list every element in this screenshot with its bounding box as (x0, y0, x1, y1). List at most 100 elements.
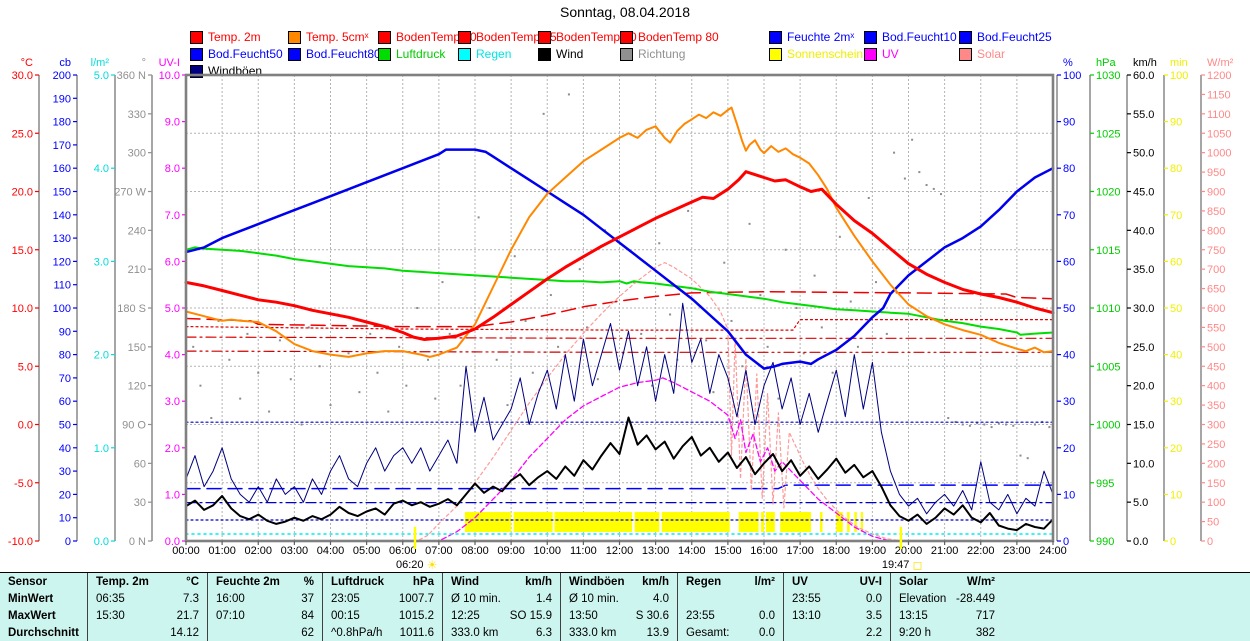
axis-tick-label: -5.0 (14, 478, 33, 490)
cell-luftdruck: 23:05 1007.7 (322, 590, 442, 607)
series-temp-2m (184, 170, 1055, 341)
axis-tick-label: 20.0 (1133, 381, 1154, 393)
axis-tick-label: 30.0 (1133, 303, 1154, 315)
axis-tick-label: 60 (1170, 256, 1182, 268)
x-tick-label: 09:00 (497, 545, 525, 557)
grid (186, 75, 1053, 541)
axes: °C30.025.020.015.010.05.00.0-5.0-10.0cb2… (8, 57, 1234, 548)
cell-wind: 333.0 km 6.3 (442, 624, 560, 641)
legend-item-bodentemp-10: BodenTemp 10 (378, 30, 477, 44)
axis-tick-label: 0 (1170, 536, 1176, 548)
cell-wind: 12:25 SO 15.9 (442, 607, 560, 624)
cell-uv: UV UV-I (783, 573, 890, 590)
cell-value: 2.2 (866, 626, 882, 639)
cell-value: hPa (412, 575, 434, 588)
series-temp-5cm (185, 106, 1054, 358)
cell-time: Ø 10 min. (569, 592, 619, 605)
legend-label: BodenTemp 25 (476, 30, 557, 44)
legend-label: Richtung (638, 47, 686, 61)
cell-value: SO 15.9 (509, 609, 552, 622)
axis-tick-label: 450 (1207, 361, 1225, 373)
series-solar (185, 262, 1054, 542)
cell-value: km/h (525, 575, 552, 588)
cell-luftdruck: ^0.8hPa/h 1011.6 (322, 624, 442, 641)
axis-tick-label: 20.0 (12, 187, 33, 199)
cell-time: Wind (451, 575, 479, 588)
legend-swatch-temp-5cm-icon (288, 30, 301, 44)
cell-time: 12:25 (451, 609, 480, 622)
axis-tick-label: 330 (128, 109, 146, 121)
axis-tick-label: 50 (1063, 303, 1075, 315)
legend-label: BodenTemp 50 (556, 30, 637, 44)
axis-tick-label: 10.0 (159, 70, 180, 82)
cell-value: UV-I (859, 575, 882, 588)
axis-tick-label: 850 (1207, 206, 1225, 218)
axis-tick-label: 60 (59, 396, 71, 408)
series-richtung (192, 93, 1051, 460)
axis-tick-label: 5.0 (18, 361, 33, 373)
axis-tick-label: 0.0 (1133, 536, 1148, 548)
axis-tick-label: 40.0 (1133, 225, 1154, 237)
cell-time: 07:10 (216, 609, 245, 622)
cell-windb-en: Ø 10 min. 4.0 (560, 590, 677, 607)
axis-tick-label: 400 (1207, 381, 1225, 393)
sunset-tick (899, 527, 903, 549)
legend-label: Luftdruck (396, 47, 446, 61)
axis-tick-label: 1000 (1207, 148, 1231, 160)
legend-swatch-bod-feucht50-icon (190, 47, 203, 61)
axis-header-pct: % (1063, 57, 1073, 69)
axis-header-uv: UV-I (159, 57, 180, 69)
cell-feuchte-2m: 07:10 84 (207, 607, 322, 624)
legend-item-bod-feucht80: Bod.Feucht80 (288, 47, 381, 61)
axis-tick-label: 995 (1096, 478, 1114, 490)
legend-label: Feuchte 2mˣ (787, 30, 855, 44)
axis-tick-label: 200 (1207, 458, 1225, 470)
x-tick-label: 12:00 (606, 545, 634, 557)
cell-value: 13.9 (646, 626, 669, 639)
cell-solar: Solar W/m² (890, 573, 1250, 590)
axis-tick-label: 110 (53, 280, 71, 292)
legend-label: Bod.Feucht10 (882, 30, 957, 44)
table-row-sensor: Sensor Temp. 2m °C Feuchte 2m% Luftdruck hPa W… (0, 573, 1250, 590)
cell-luftdruck: Luftdruck hPa (322, 573, 442, 590)
axis-tick-label: 1050 (1207, 128, 1231, 140)
cell-time: Feuchte 2m (216, 575, 280, 588)
axis-tick-label: 190 (53, 93, 71, 105)
cell-value: W/m² (966, 575, 995, 588)
axis-tick-label: 240 (128, 225, 146, 237)
axis-tick-label: 4.0 (165, 350, 180, 362)
cell-time: 23:05 (331, 592, 360, 605)
x-tick-label: 18:00 (822, 545, 850, 557)
cell-value: 7.3 (183, 592, 199, 605)
axis-tick-label: 20 (59, 489, 71, 501)
cell-uv: 2.2 (783, 624, 890, 641)
axis-tick-label: 750 (1207, 245, 1225, 257)
axis-tick-label: 10 (1170, 489, 1182, 501)
axis-tick-label: 1.0 (94, 443, 109, 455)
x-tick-label: 16:00 (750, 545, 778, 557)
sunrise-tick (413, 527, 417, 549)
legend-item-sonnenschein: Sonnenschein (769, 47, 863, 61)
axis-tick-label: 25.0 (12, 128, 33, 140)
legend-item-wind: Wind (538, 47, 583, 61)
axis-tick-label: 0 (1063, 536, 1069, 548)
cell-value: 14.12 (170, 626, 199, 639)
axis-tick-label: 160 (53, 163, 71, 175)
axis-tick-label: 25.0 (1133, 342, 1154, 354)
table-row-maxwert: MaxWert 15:30 21.7 07:10 84 00:15 1015.2 12:25 S… (0, 607, 1250, 624)
axis-tick-label: 150 (53, 187, 71, 199)
legend-swatch-temp-2m-icon (190, 30, 203, 44)
axis-tick-label: 10 (59, 513, 71, 525)
axis-tick-label: 10.0 (1133, 458, 1154, 470)
legend-label: Temp. 5cmˣ (306, 30, 369, 44)
axis-tick-label: 30.0 (12, 70, 33, 82)
axis-tick-label: 200 (53, 70, 71, 82)
axis-tick-label: 3.0 (165, 396, 180, 408)
series-boden-temp50 (185, 336, 1054, 339)
cell-temp-2m: Temp. 2m °C (87, 573, 207, 590)
x-tick-label: 24:00 (1039, 545, 1067, 557)
axis-tick-label: 900 (1207, 187, 1225, 199)
legend-swatch-bodentemp-50-icon (538, 30, 551, 44)
x-tick-label: 14:00 (678, 545, 706, 557)
